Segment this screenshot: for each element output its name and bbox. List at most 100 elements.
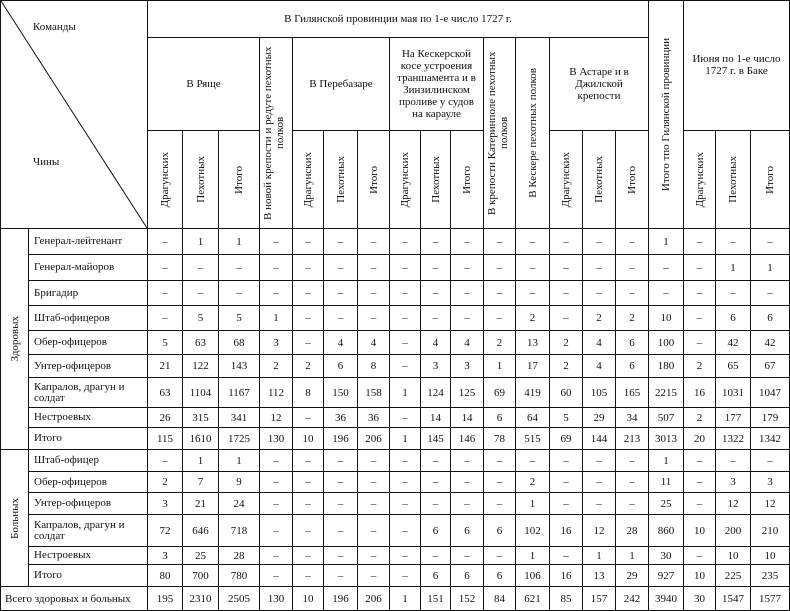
cell-value: 10 <box>683 564 716 587</box>
cell-value: 177 <box>715 407 751 428</box>
cell-value: 1167 <box>218 377 260 408</box>
cell-value: – <box>715 280 751 306</box>
cell-value: – <box>182 280 219 306</box>
cell-value: – <box>389 228 421 255</box>
table-row: Итого 80 700 780– – – – –6 6 6 106 16 13 29 927 10 225 23… <box>1 564 790 587</box>
col-infantry: Пехотных <box>582 129 616 230</box>
cell-value: 63 <box>182 330 219 355</box>
cell-value: – <box>259 514 293 547</box>
cell-value: – <box>323 305 358 331</box>
cell-value: 3 <box>749 471 790 493</box>
cell-value: – <box>292 492 324 515</box>
cell-value: 646 <box>182 514 219 547</box>
kesker-spit-header: На Кескерской косе устроения траншамента… <box>389 37 484 131</box>
col-total: Итого <box>615 129 649 230</box>
cell-value: – <box>450 449 484 472</box>
cell-value: – <box>648 280 684 306</box>
cell-value: 1342 <box>749 427 790 450</box>
cell-value: – <box>292 280 324 306</box>
row-label: Обер-офицеров <box>28 330 148 355</box>
cell-value: – <box>715 449 751 472</box>
cell-value: 34 <box>615 407 649 428</box>
cell-value: – <box>420 492 451 515</box>
cell-value: 42 <box>749 330 790 355</box>
col-dragoons: Драгунских <box>389 129 421 230</box>
cell-value: – <box>450 254 484 281</box>
cell-value: 5 <box>147 330 183 355</box>
cell-value: 180 <box>648 354 684 378</box>
cell-value: 67 <box>749 354 790 378</box>
cell-value: – <box>147 449 183 472</box>
col-total: Итого <box>749 129 790 230</box>
col-total: Итого <box>357 129 390 230</box>
cell-value: 12 <box>715 492 751 515</box>
cell-value: – <box>259 564 293 587</box>
cell-value: 4 <box>357 330 390 355</box>
cell-value: – <box>357 254 390 281</box>
cell-value: 2 <box>515 471 550 493</box>
cell-value: 12 <box>749 492 790 515</box>
cell-value: – <box>292 330 324 355</box>
cell-value: 700 <box>182 564 219 587</box>
table-row: Здоровых Генерал-лейтенант –1 1– – – – – – – – – – – –… <box>0 228 790 450</box>
cell-value: 14 <box>420 407 451 428</box>
cell-value: 158 <box>357 377 390 408</box>
gilan-total-header: Итого тпо Гилянской провинции <box>648 0 684 229</box>
cell-value: 17 <box>515 354 550 378</box>
row-label: Нестроевых <box>28 546 148 565</box>
cell-value: – <box>357 449 390 472</box>
cell-value: 16 <box>549 514 583 547</box>
cell-value: 2 <box>259 354 293 378</box>
cell-value: 12 <box>259 407 293 428</box>
cell-value: 3 <box>715 471 751 493</box>
cell-value: – <box>683 280 716 306</box>
cell-value: 242 <box>615 586 649 611</box>
cell-value: 28 <box>218 546 260 565</box>
cell-value: 1547 <box>715 586 751 611</box>
cell-value: – <box>389 254 421 281</box>
cell-value: 106 <box>515 564 550 587</box>
cell-value: – <box>292 228 324 255</box>
col-dragoons: Драгунских <box>683 129 716 230</box>
col-infantry: Пехотных <box>323 129 358 230</box>
cell-value: – <box>683 254 716 281</box>
cell-value: – <box>389 354 421 378</box>
cell-value: – <box>515 449 550 472</box>
cell-value: 36 <box>357 407 390 428</box>
cell-value: 225 <box>715 564 751 587</box>
cell-value: 1 <box>182 449 219 472</box>
cell-value: 85 <box>549 586 583 611</box>
row-label: Итого <box>28 564 148 587</box>
cell-value: 115 <box>147 427 183 450</box>
cell-value: 1 <box>615 546 649 565</box>
cell-value: 29 <box>615 564 649 587</box>
table-row: Обер-офицеров 2 7 9– – – – – – – –2– – –11–3 3 <box>1 471 790 493</box>
table-row: Бригадир – – – – – – – – – – – – – – – – – – – <box>1 280 790 306</box>
gilan-title: В Гилянской провинции мая по 1-е число 1… <box>147 0 649 38</box>
cell-value: 14 <box>450 407 484 428</box>
cell-value: 20 <box>683 427 716 450</box>
corner-header: Команды Чины <box>0 0 148 229</box>
col-dragoons: Драгунских <box>292 129 324 230</box>
cell-value: 130 <box>259 427 293 450</box>
cell-value: 157 <box>582 586 616 611</box>
cell-value: 1 <box>182 228 219 255</box>
cell-value: – <box>749 228 790 255</box>
cell-value: – <box>259 546 293 565</box>
cell-value: – <box>683 330 716 355</box>
cell-value: – <box>389 546 421 565</box>
table-row: Нестроевых 3 25 28– – – – – – – –1–1 1 30–10 10 <box>1 546 790 565</box>
cell-value: 145 <box>420 427 451 450</box>
cell-value: – <box>615 254 649 281</box>
cell-value: – <box>450 546 484 565</box>
row-label: Капралов, драгун и солдат <box>28 514 148 547</box>
cell-value: 3 <box>259 330 293 355</box>
cell-value: 341 <box>218 407 260 428</box>
baku-header: Июня по 1-е число 1727 г. в Баке <box>682 0 790 131</box>
cell-value: – <box>292 407 324 428</box>
cell-value: 4 <box>582 330 616 355</box>
cell-value: – <box>323 254 358 281</box>
group-label-healthy: Здоровых <box>0 228 29 450</box>
ryashch-header: В Ряще <box>147 37 260 131</box>
